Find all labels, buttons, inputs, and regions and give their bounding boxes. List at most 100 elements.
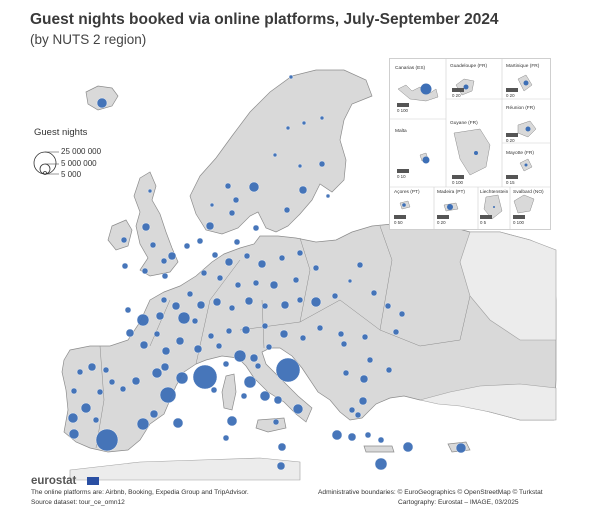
inset-name-reunion: Réunion (FR) bbox=[506, 106, 535, 111]
inset-bubble-guadeloupe bbox=[463, 84, 469, 90]
region-bubble bbox=[243, 375, 257, 389]
land-great-britain bbox=[133, 171, 179, 277]
region-bubble bbox=[310, 296, 322, 308]
land-east bbox=[459, 231, 557, 341]
region-bubble bbox=[175, 336, 185, 346]
region-bubble bbox=[261, 322, 269, 330]
region-bubble bbox=[161, 272, 169, 280]
inset-name-mayotte: Mayotte (FR) bbox=[506, 151, 534, 156]
region-bubble bbox=[225, 327, 233, 335]
region-bubble bbox=[205, 221, 215, 231]
inset-bubble-canarias bbox=[420, 83, 432, 95]
footer-source: Source dataset: tour_ce_omn12 bbox=[31, 499, 125, 506]
region-bubble bbox=[95, 428, 119, 452]
region-bubble bbox=[269, 280, 279, 290]
region-bubble bbox=[288, 74, 294, 80]
region-bubble bbox=[319, 115, 325, 121]
inset-panels: Canarias (ES) 0 100 Guadeloupe (FR) 0 20… bbox=[389, 58, 551, 230]
region-bubble bbox=[211, 251, 219, 259]
region-bubble bbox=[102, 366, 110, 374]
region-bubble bbox=[265, 343, 273, 351]
legend-label-medium: 5 000 000 bbox=[61, 159, 97, 168]
eurostat-logo-text: eurostat bbox=[31, 475, 77, 487]
region-bubble bbox=[248, 181, 260, 193]
land-sicily bbox=[255, 417, 287, 433]
region-bubble bbox=[312, 264, 320, 272]
inset-name-malta: Malta bbox=[395, 129, 407, 134]
inset-bubble-malta bbox=[422, 156, 430, 164]
region-bubble bbox=[279, 329, 289, 339]
bubble-layer bbox=[67, 74, 467, 471]
region-bubble bbox=[149, 409, 159, 419]
footer-note: The online platforms are: Airbnb, Bookin… bbox=[31, 489, 249, 496]
region-bubble bbox=[337, 330, 345, 338]
region-bubble bbox=[384, 302, 392, 310]
region-bubble bbox=[193, 344, 203, 354]
inset-bubble-reunion bbox=[525, 126, 531, 132]
inset-name-madeira: Madeira (PT) bbox=[437, 190, 465, 195]
region-bubble bbox=[377, 436, 385, 444]
region-bubble bbox=[296, 249, 304, 257]
region-bubble bbox=[119, 385, 127, 393]
region-bubble bbox=[240, 392, 248, 400]
region-bubble bbox=[136, 313, 150, 327]
region-bubble bbox=[342, 369, 350, 377]
region-bubble bbox=[232, 196, 240, 204]
region-bubble bbox=[356, 261, 364, 269]
region-bubble bbox=[224, 257, 234, 267]
region-bubble bbox=[155, 311, 165, 321]
footer-boundaries: Administrative boundaries: © EuroGeograp… bbox=[318, 489, 543, 496]
region-bubble bbox=[280, 300, 290, 310]
region-bubble bbox=[70, 387, 78, 395]
region-bubble bbox=[234, 281, 242, 289]
region-bubble bbox=[233, 238, 241, 246]
inset-scale-madeira: 0 20 bbox=[437, 215, 449, 225]
inset-name-acores: Açores (PT) bbox=[394, 190, 420, 195]
region-bubble bbox=[228, 209, 236, 217]
region-bubble bbox=[272, 152, 278, 158]
region-bubble bbox=[370, 289, 378, 297]
region-bubble bbox=[68, 428, 80, 440]
land-turkey bbox=[419, 383, 557, 421]
region-bubble bbox=[87, 362, 97, 372]
inset-bubble-guyane bbox=[474, 151, 478, 155]
land-ireland bbox=[107, 219, 133, 251]
region-bubble bbox=[167, 251, 177, 261]
region-bubble bbox=[340, 340, 348, 348]
region-bubble bbox=[278, 254, 286, 262]
region-bubble bbox=[222, 434, 230, 442]
region-bubble bbox=[273, 395, 283, 405]
region-bubble bbox=[149, 241, 157, 249]
region-bubble bbox=[80, 402, 92, 414]
region-bubble bbox=[108, 378, 116, 386]
inset-name-canarias: Canarias (ES) bbox=[395, 66, 426, 71]
region-bubble bbox=[276, 461, 286, 471]
inset-name-guadeloupe: Guadeloupe (FR) bbox=[450, 64, 488, 69]
region-bubble bbox=[277, 442, 287, 452]
region-bubble bbox=[120, 236, 128, 244]
region-bubble bbox=[76, 368, 84, 376]
region-bubble bbox=[215, 342, 223, 350]
region-bubble bbox=[131, 376, 141, 386]
land-mainland bbox=[61, 223, 557, 453]
region-bubble bbox=[136, 417, 150, 431]
inset-scale-guadeloupe: 0 20 bbox=[452, 88, 464, 98]
region-bubble bbox=[96, 97, 108, 109]
legend-circles bbox=[33, 151, 59, 175]
region-bubble bbox=[141, 267, 149, 275]
region-bubble bbox=[139, 340, 149, 350]
region-bubble bbox=[196, 237, 204, 245]
inset-name-liechtenstein: Liechtenstein bbox=[480, 190, 509, 195]
region-bubble bbox=[392, 328, 400, 336]
inset-scale-liechtenstein: 0 5 bbox=[480, 215, 492, 225]
region-bubble bbox=[124, 306, 132, 314]
legend-circle-small bbox=[43, 171, 47, 175]
region-bubble bbox=[191, 317, 199, 325]
region-bubble bbox=[67, 412, 79, 424]
region-bubble bbox=[222, 360, 230, 368]
region-bubble bbox=[298, 185, 308, 195]
region-bubble bbox=[402, 441, 414, 453]
region-bubble bbox=[385, 366, 393, 374]
region-bubble bbox=[160, 296, 168, 304]
